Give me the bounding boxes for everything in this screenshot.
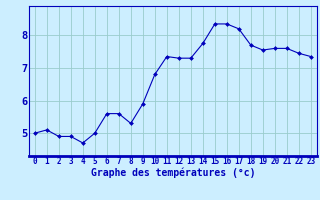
- X-axis label: Graphe des températures (°c): Graphe des températures (°c): [91, 168, 255, 178]
